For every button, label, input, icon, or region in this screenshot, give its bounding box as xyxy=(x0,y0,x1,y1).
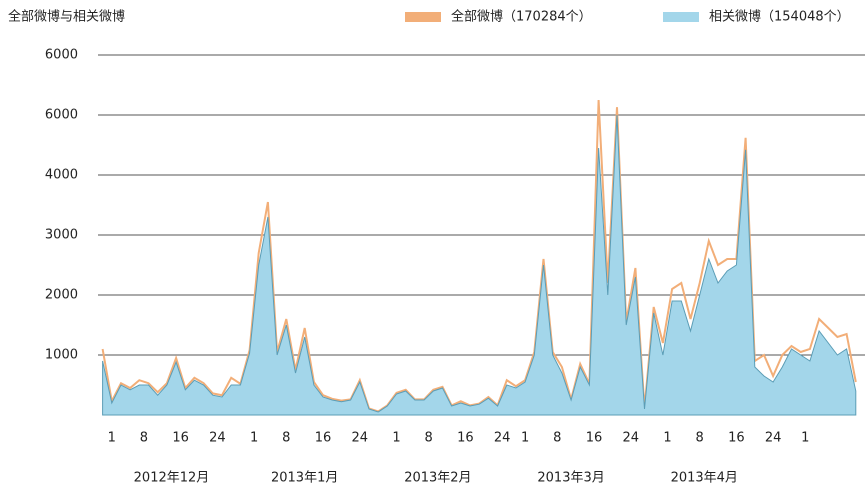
x-tick-label: 1 xyxy=(663,431,671,446)
x-tick-label: 24 xyxy=(352,431,369,446)
legend-label: 相关微博（154048个） xyxy=(709,10,850,25)
x-tick-label: 1 xyxy=(250,431,258,446)
x-tick-label: 1 xyxy=(521,431,529,446)
x-tick-label: 8 xyxy=(696,431,704,446)
y-tick-label: 3000 xyxy=(45,228,78,243)
y-tick-label: 4000 xyxy=(45,168,78,183)
x-tick-label: 16 xyxy=(172,431,189,446)
y-tick-label: 2000 xyxy=(45,288,78,303)
x-tick-label: 1 xyxy=(108,431,116,446)
x-tick-label: 8 xyxy=(282,431,290,446)
x-month-label: 2013年4月 xyxy=(671,471,738,486)
x-tick-label: 8 xyxy=(553,431,561,446)
x-tick-label: 24 xyxy=(765,431,782,446)
x-tick-label: 1 xyxy=(392,431,400,446)
x-tick-label: 16 xyxy=(457,431,474,446)
x-tick-label: 8 xyxy=(140,431,148,446)
series-area xyxy=(102,114,857,416)
x-month-label: 2013年1月 xyxy=(271,471,338,486)
legend-label: 全部微博（170284个） xyxy=(451,9,592,25)
x-tick-label: 1 xyxy=(801,431,809,446)
chart-title: 全部微博与相关微博 xyxy=(8,9,125,25)
y-tick-label: 6000 xyxy=(45,48,78,63)
legend-swatch xyxy=(663,12,699,22)
legend-swatch xyxy=(405,12,441,22)
x-tick-label: 16 xyxy=(586,431,603,446)
x-tick-label: 24 xyxy=(209,431,226,446)
x-month-label: 2012年12月 xyxy=(134,471,210,486)
y-tick-label: 6000 xyxy=(45,108,78,123)
series-line xyxy=(101,99,857,413)
x-month-label: 2013年3月 xyxy=(537,471,604,486)
x-tick-label: 8 xyxy=(425,431,433,446)
x-tick-label: 24 xyxy=(622,431,639,446)
x-tick-label: 16 xyxy=(315,431,332,446)
x-month-label: 2013年2月 xyxy=(404,471,471,486)
x-tick-label: 16 xyxy=(728,431,745,446)
y-tick-label: 1000 xyxy=(45,348,78,363)
x-tick-label: 24 xyxy=(494,431,511,446)
